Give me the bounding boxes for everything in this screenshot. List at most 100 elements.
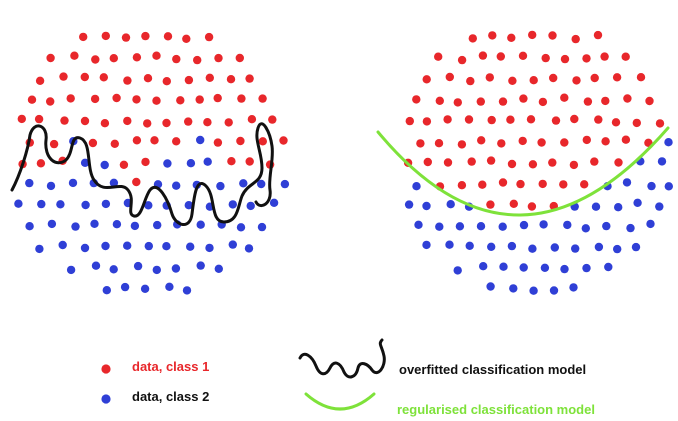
data-point-class1	[548, 31, 557, 40]
data-point-class1	[478, 180, 487, 189]
data-point-class1	[132, 95, 141, 104]
data-point-class1	[227, 157, 236, 166]
data-point-class1	[466, 76, 475, 86]
data-point-class2	[101, 241, 110, 251]
data-point-class1	[184, 117, 193, 126]
data-point-class1	[46, 97, 55, 106]
data-point-class2	[509, 284, 518, 293]
legend-marker-class-2	[101, 394, 111, 404]
data-point-class1	[110, 139, 120, 148]
data-point-class1	[569, 160, 579, 170]
data-point-class2	[163, 159, 172, 168]
data-point-class1	[119, 160, 129, 169]
data-point-class2	[664, 138, 673, 147]
data-point-class2	[486, 282, 495, 291]
regularised-panel	[376, 30, 673, 295]
data-point-class2	[25, 222, 34, 231]
data-point-class2	[664, 182, 673, 191]
data-point-class1	[59, 72, 68, 81]
data-point-class2	[196, 261, 205, 270]
data-point-class1	[35, 76, 45, 86]
data-point-class1	[184, 75, 194, 85]
data-point-class1	[549, 73, 558, 83]
data-point-class2	[172, 181, 181, 190]
data-point-class1	[477, 136, 486, 145]
data-point-class2	[56, 200, 65, 209]
data-point-class2	[626, 223, 635, 233]
data-point-class1	[224, 118, 233, 127]
data-point-class2	[81, 200, 90, 210]
data-point-class1	[488, 31, 497, 40]
data-point-class1	[548, 158, 557, 167]
data-point-class1	[162, 77, 171, 86]
data-point-class2	[71, 222, 80, 231]
data-point-class1	[528, 160, 538, 169]
data-point-class1	[141, 157, 150, 167]
data-point-class2	[455, 222, 465, 231]
data-point-class2	[171, 264, 181, 273]
data-point-class2	[196, 220, 205, 229]
data-point-class1	[237, 94, 246, 103]
data-point-class2	[35, 244, 44, 254]
data-point-class1	[152, 96, 161, 105]
legend-label-class-2: data, class 2	[132, 389, 210, 404]
data-point-class2	[244, 244, 254, 253]
data-point-class1	[99, 73, 109, 82]
data-point-class1	[163, 32, 173, 41]
data-point-class1	[560, 54, 570, 64]
data-point-class2	[37, 199, 46, 209]
data-point-class1	[614, 158, 623, 167]
data-point-class2	[152, 265, 161, 275]
data-point-class1	[423, 157, 432, 167]
data-point-class2	[404, 200, 414, 209]
legend-marks	[101, 338, 386, 411]
data-point-class2	[80, 158, 90, 167]
data-point-class1	[214, 53, 223, 63]
data-point-class1	[538, 97, 548, 107]
data-point-class1	[236, 136, 245, 146]
data-point-class1	[141, 31, 150, 41]
data-point-class2	[540, 263, 550, 272]
data-point-class2	[622, 178, 632, 187]
legend-label-overfitted: overfitted classification model	[399, 362, 587, 377]
data-point-class1	[570, 114, 579, 124]
data-point-class1	[176, 96, 185, 105]
data-point-class1	[443, 115, 452, 124]
data-point-class1	[46, 53, 55, 63]
data-point-class2	[140, 284, 150, 293]
data-point-class2	[90, 219, 99, 228]
data-point-class1	[498, 178, 508, 187]
data-point-class1	[582, 135, 591, 145]
data-point-class2	[162, 242, 171, 251]
data-point-class1	[478, 51, 488, 60]
data-point-class2	[25, 178, 34, 188]
legend-label-class-1: data, class 1	[132, 359, 210, 374]
data-point-class1	[509, 199, 518, 208]
data-point-class2	[144, 241, 153, 251]
data-point-class1	[100, 119, 110, 128]
data-point-class2	[214, 264, 223, 273]
data-point-class2	[228, 240, 237, 249]
data-point-class1	[121, 33, 131, 42]
data-point-class1	[580, 180, 589, 189]
data-point-class2	[646, 219, 655, 229]
data-point-class2	[228, 200, 237, 209]
data-point-class1	[213, 93, 222, 103]
data-point-class1	[182, 34, 191, 43]
data-point-class1	[601, 96, 610, 106]
data-point-class2	[435, 222, 444, 231]
data-point-class1	[464, 115, 474, 124]
data-point-class1	[17, 114, 26, 124]
data-point-class1	[162, 118, 171, 128]
data-point-class1	[507, 159, 517, 169]
data-point-class2	[216, 181, 225, 191]
data-point-class2	[581, 224, 590, 233]
data-point-class2	[479, 262, 488, 271]
data-point-class1	[457, 181, 467, 190]
data-point-class1	[412, 95, 421, 104]
data-point-class1	[559, 180, 568, 189]
data-point-class1	[486, 156, 496, 165]
data-point-class1	[258, 137, 267, 146]
data-point-class1	[498, 97, 508, 106]
